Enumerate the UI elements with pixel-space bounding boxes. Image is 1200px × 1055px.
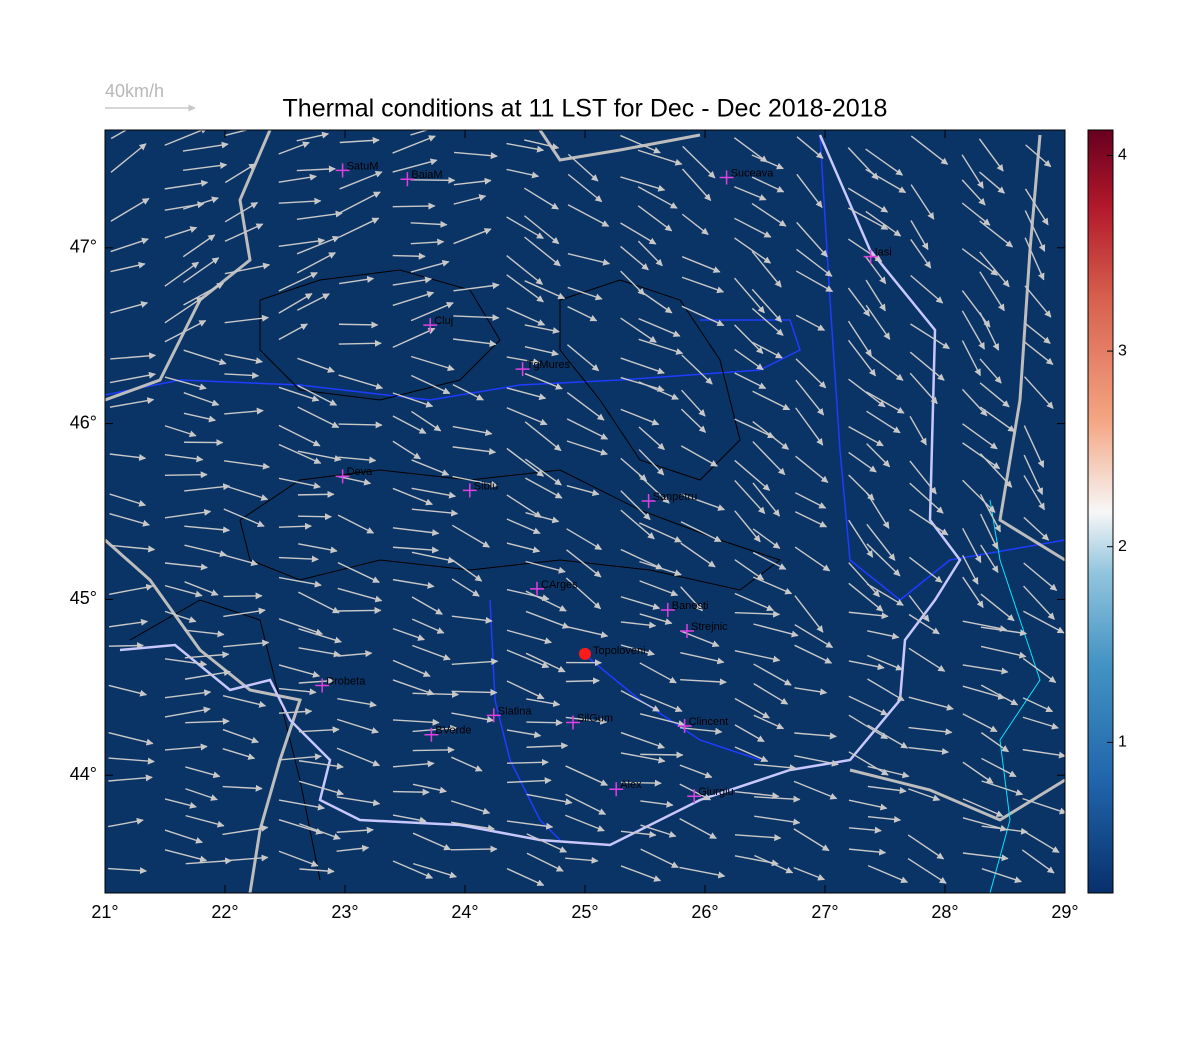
station-label: SilGum xyxy=(577,712,613,724)
colorbar xyxy=(1088,130,1113,893)
y-tick-label: 45° xyxy=(70,588,97,608)
wind-arrow xyxy=(393,206,435,207)
colorbar-tick-label: 3 xyxy=(1118,342,1127,359)
wind-arrow xyxy=(109,645,143,646)
station-label: Clincent xyxy=(689,716,729,728)
chart-title: Thermal conditions at 11 LST for Dec - D… xyxy=(283,95,888,123)
colorbar-tick-label: 1 xyxy=(1118,734,1127,751)
station-label: BaiaM xyxy=(411,169,442,181)
wind-arrow xyxy=(526,722,562,723)
y-tick-label: 47° xyxy=(70,237,97,257)
wind-arrow xyxy=(165,475,207,476)
station-label: SatuM xyxy=(347,160,379,172)
x-tick-label: 28° xyxy=(931,902,958,922)
wind-arrow xyxy=(223,596,261,597)
wind-arrow xyxy=(566,681,599,682)
wind-arrow xyxy=(339,324,378,325)
wind-arrow xyxy=(338,610,381,611)
x-tick-label: 27° xyxy=(811,902,838,922)
station-label: TgMures xyxy=(527,359,571,371)
wind-arrow xyxy=(339,343,381,344)
x-tick-label: 23° xyxy=(331,902,358,922)
station-label: Slatina xyxy=(498,705,533,717)
wind-arrow xyxy=(298,516,331,517)
reference-arrow-label: 40km/h xyxy=(105,81,164,101)
station-label: Suceava xyxy=(731,167,775,179)
station-label: Iasi xyxy=(875,246,892,258)
station-label: Deva xyxy=(347,466,374,478)
station-label: Banesti xyxy=(672,600,709,612)
station-label: Sanpetru xyxy=(653,491,698,503)
x-tick-label: 26° xyxy=(691,902,718,922)
colorbar-tick-label: 4 xyxy=(1118,147,1127,164)
highlight-label: Topoloveni xyxy=(593,645,646,657)
station-label: Giurgiu xyxy=(698,786,733,798)
highlight-marker xyxy=(579,648,591,660)
station-label: Alex xyxy=(620,779,642,791)
station-label: BVerde xyxy=(435,725,471,737)
plot-background xyxy=(105,130,1065,893)
wind-arrow xyxy=(298,494,334,495)
station-label: CArges xyxy=(541,579,578,591)
wind-arrow xyxy=(640,754,682,755)
wind-arrow xyxy=(413,750,454,751)
x-tick-label: 21° xyxy=(91,902,118,922)
x-tick-label: 22° xyxy=(211,902,238,922)
station-label: Sibiu xyxy=(474,480,498,492)
station-label: Strejnic xyxy=(691,621,728,633)
x-tick-label: 29° xyxy=(1051,902,1078,922)
station-label: Drobeta xyxy=(326,675,366,687)
station-label: Cluj xyxy=(434,315,453,327)
colorbar-tick-label: 2 xyxy=(1118,538,1127,555)
y-tick-label: 44° xyxy=(70,764,97,784)
wind-arrow xyxy=(393,792,429,793)
y-tick-label: 46° xyxy=(70,412,97,432)
x-tick-label: 25° xyxy=(571,902,598,922)
wind-arrow xyxy=(393,256,425,257)
wind-arrow xyxy=(451,849,497,850)
x-tick-label: 24° xyxy=(451,902,478,922)
